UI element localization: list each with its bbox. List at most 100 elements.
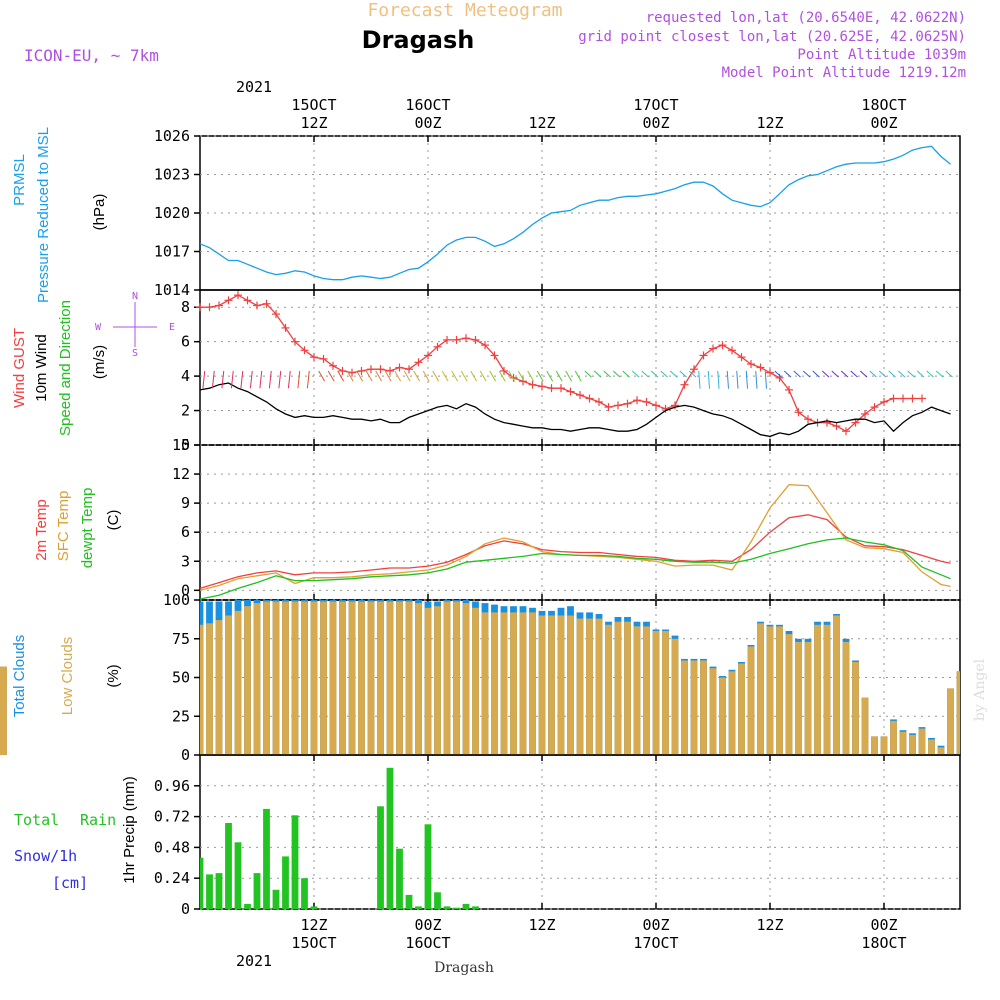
low-clouds-bar	[443, 601, 451, 755]
gust-marker	[528, 380, 537, 389]
y-tick-label: 1014	[154, 281, 190, 299]
wind-arrow	[565, 370, 573, 382]
wind-arrow	[745, 370, 748, 389]
wind-arrow	[441, 370, 449, 382]
low-clouds-bar	[871, 736, 878, 755]
wind-arrow	[850, 370, 858, 378]
wind-arrow	[698, 370, 701, 389]
wind-arrow	[859, 370, 868, 378]
gust-marker	[585, 394, 594, 403]
y-tick-label: 0	[181, 900, 190, 918]
total-rain-bar	[424, 824, 432, 909]
gust-marker	[652, 401, 660, 410]
gust-marker	[899, 394, 907, 403]
prmsl-line	[199, 145, 951, 281]
total-rain-bar	[215, 873, 223, 909]
gust-marker	[376, 365, 385, 374]
gust-marker	[889, 394, 898, 403]
wind-arrow	[432, 370, 440, 382]
temp-label-a: 2m Temp	[33, 499, 50, 560]
low-clouds-bar	[576, 618, 584, 755]
wind-arrow	[755, 370, 758, 389]
wind-unit: (m/s)	[91, 345, 108, 379]
wind-arrow	[907, 370, 915, 378]
gust-marker	[538, 382, 546, 391]
wind-arrow	[574, 370, 582, 382]
y-tick-label: 2	[181, 402, 190, 420]
temp-label-c: dewpt Temp	[79, 488, 96, 569]
wind-labels: Wind GUST 10m Wind Speed and Direction (…	[11, 291, 175, 436]
total-rain-bar	[200, 857, 204, 909]
total-rain-bar	[291, 815, 299, 909]
y-tick-label: 6	[181, 333, 190, 351]
gust-marker	[348, 368, 356, 377]
wind-arrow	[631, 370, 640, 378]
wind-arrow	[812, 370, 820, 378]
y-tick-label: 8	[181, 298, 190, 316]
bottom-hour-label: 00Z	[414, 916, 441, 934]
precip-unit: 1hr Precip (mm)	[121, 776, 138, 884]
wind-arrow	[517, 370, 525, 382]
gust-marker	[737, 353, 746, 362]
low-clouds-bar	[681, 660, 688, 755]
total-rain-bar	[244, 903, 251, 909]
wind-arrow	[869, 370, 877, 378]
low-clouds-bar	[225, 615, 232, 755]
low-clouds-bar	[253, 603, 261, 755]
10m-wind-line	[199, 382, 951, 438]
bottom-date-label: 17OCT	[633, 934, 678, 952]
wind-arrow	[287, 370, 291, 389]
bottom-hour-label: 12Z	[528, 916, 555, 934]
model-altitude: Model Point Altitude 1219.12m	[722, 65, 966, 81]
wind-arrow	[403, 370, 411, 382]
temp-unit: (C)	[105, 510, 122, 531]
gust-marker	[262, 299, 271, 308]
wind-arrow	[916, 370, 925, 378]
wind-arrow	[527, 370, 535, 382]
bottom-date-label: 18OCT	[861, 934, 906, 952]
low-clouds-bar	[291, 601, 299, 755]
wind-arrow	[878, 370, 887, 378]
low-clouds-bar	[415, 603, 422, 755]
low-clouds-bar	[215, 620, 223, 755]
wind-arrow	[783, 370, 792, 378]
low-clouds-bar	[804, 641, 812, 755]
wind-arrow	[717, 370, 720, 389]
wind-arrow	[211, 370, 215, 389]
gust-marker	[557, 384, 565, 393]
wind-arrow	[593, 370, 602, 378]
low-clouds-bar	[557, 615, 565, 755]
y-tick-label: 0.72	[154, 808, 190, 826]
low-clouds-bar	[652, 631, 660, 755]
y-tick-label: 0	[181, 436, 190, 454]
sfc-temp-line	[199, 484, 951, 591]
low-clouds-bar	[842, 641, 850, 755]
gust-marker	[272, 310, 280, 319]
compass-south: S	[132, 348, 138, 359]
clouds-unit: (%)	[105, 664, 122, 687]
low-clouds-bar	[899, 731, 907, 756]
low-clouds-bar	[785, 634, 793, 755]
gust-marker	[405, 365, 413, 374]
wind-arrow	[470, 370, 478, 382]
wind-arrow	[764, 370, 767, 389]
footer-station: Dragash	[434, 960, 494, 976]
wind-arrow	[897, 370, 906, 378]
gust-marker	[205, 303, 214, 312]
gust-marker	[842, 427, 850, 436]
model-name: ICON-EU, ~ 7km	[24, 46, 159, 65]
bottom-hour-label: 00Z	[870, 916, 897, 934]
low-clouds-bar	[453, 601, 460, 755]
low-clouds-bar	[386, 601, 394, 755]
wind-arrow	[688, 370, 697, 378]
total-rain-bar	[253, 873, 261, 909]
wind-arrow	[726, 370, 729, 389]
wind-arrow	[249, 370, 253, 389]
bottom-date-label: 16OCT	[405, 934, 450, 952]
gust-marker	[300, 346, 309, 355]
wind-arrow	[546, 370, 554, 382]
gust-marker	[747, 360, 755, 369]
gust-marker	[880, 397, 888, 406]
low-clouds-bar	[244, 606, 251, 755]
bottom-hour-label: 12Z	[300, 916, 327, 934]
